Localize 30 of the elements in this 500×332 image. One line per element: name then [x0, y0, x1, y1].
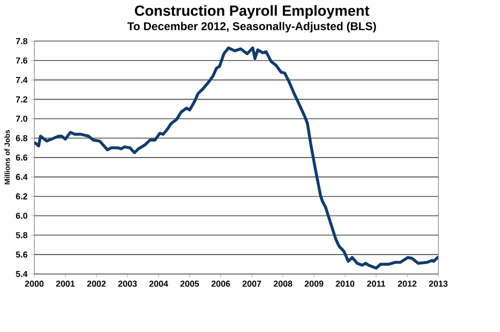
line-series	[34, 46, 438, 270]
x-tick-label: 2013	[429, 280, 448, 287]
y-tick-label: 5.8	[16, 232, 28, 238]
x-tick-label: 2003	[118, 280, 137, 287]
y-tick-label: 7.2	[16, 96, 28, 102]
y-tick-label: 7.4	[16, 76, 28, 83]
y-tick-label: 6.4	[16, 174, 28, 180]
x-tick-label: 2006	[211, 280, 230, 287]
y-tick-label: 6.8	[16, 134, 28, 142]
y-tick-label: 5.6	[16, 251, 28, 258]
x-tick-label: 2009	[304, 280, 324, 287]
x-tick-label: 2008	[274, 280, 292, 287]
chart-title: Construction Payroll Employment	[134, 4, 370, 19]
x-tick-label: 2005	[180, 280, 200, 287]
x-tick-label: 2010	[336, 280, 354, 287]
y-tick-label: 7.8	[16, 38, 28, 44]
x-tick-label: 2011	[367, 280, 386, 287]
y-tick-label: 6.0	[16, 212, 28, 219]
x-tick-label: 2004	[149, 280, 168, 287]
x-tick-label: 2002	[87, 280, 106, 287]
chart-subtitle: To December 2012, Seasonally-Adjusted (BLS)	[127, 22, 376, 32]
x-tick-label: 2001	[56, 280, 75, 287]
y-tick-label: 6.2	[16, 193, 28, 200]
y-tick-label: 6.6	[16, 154, 28, 160]
x-tick-label: 2007	[242, 280, 262, 287]
x-tick-label: 2012	[398, 280, 416, 287]
y-tick-label: 7.0	[16, 116, 28, 122]
y-tick-label: 5.4	[16, 270, 28, 277]
y-tick-label: 7.6	[16, 57, 28, 64]
x-tick-label: 2000	[25, 280, 44, 287]
